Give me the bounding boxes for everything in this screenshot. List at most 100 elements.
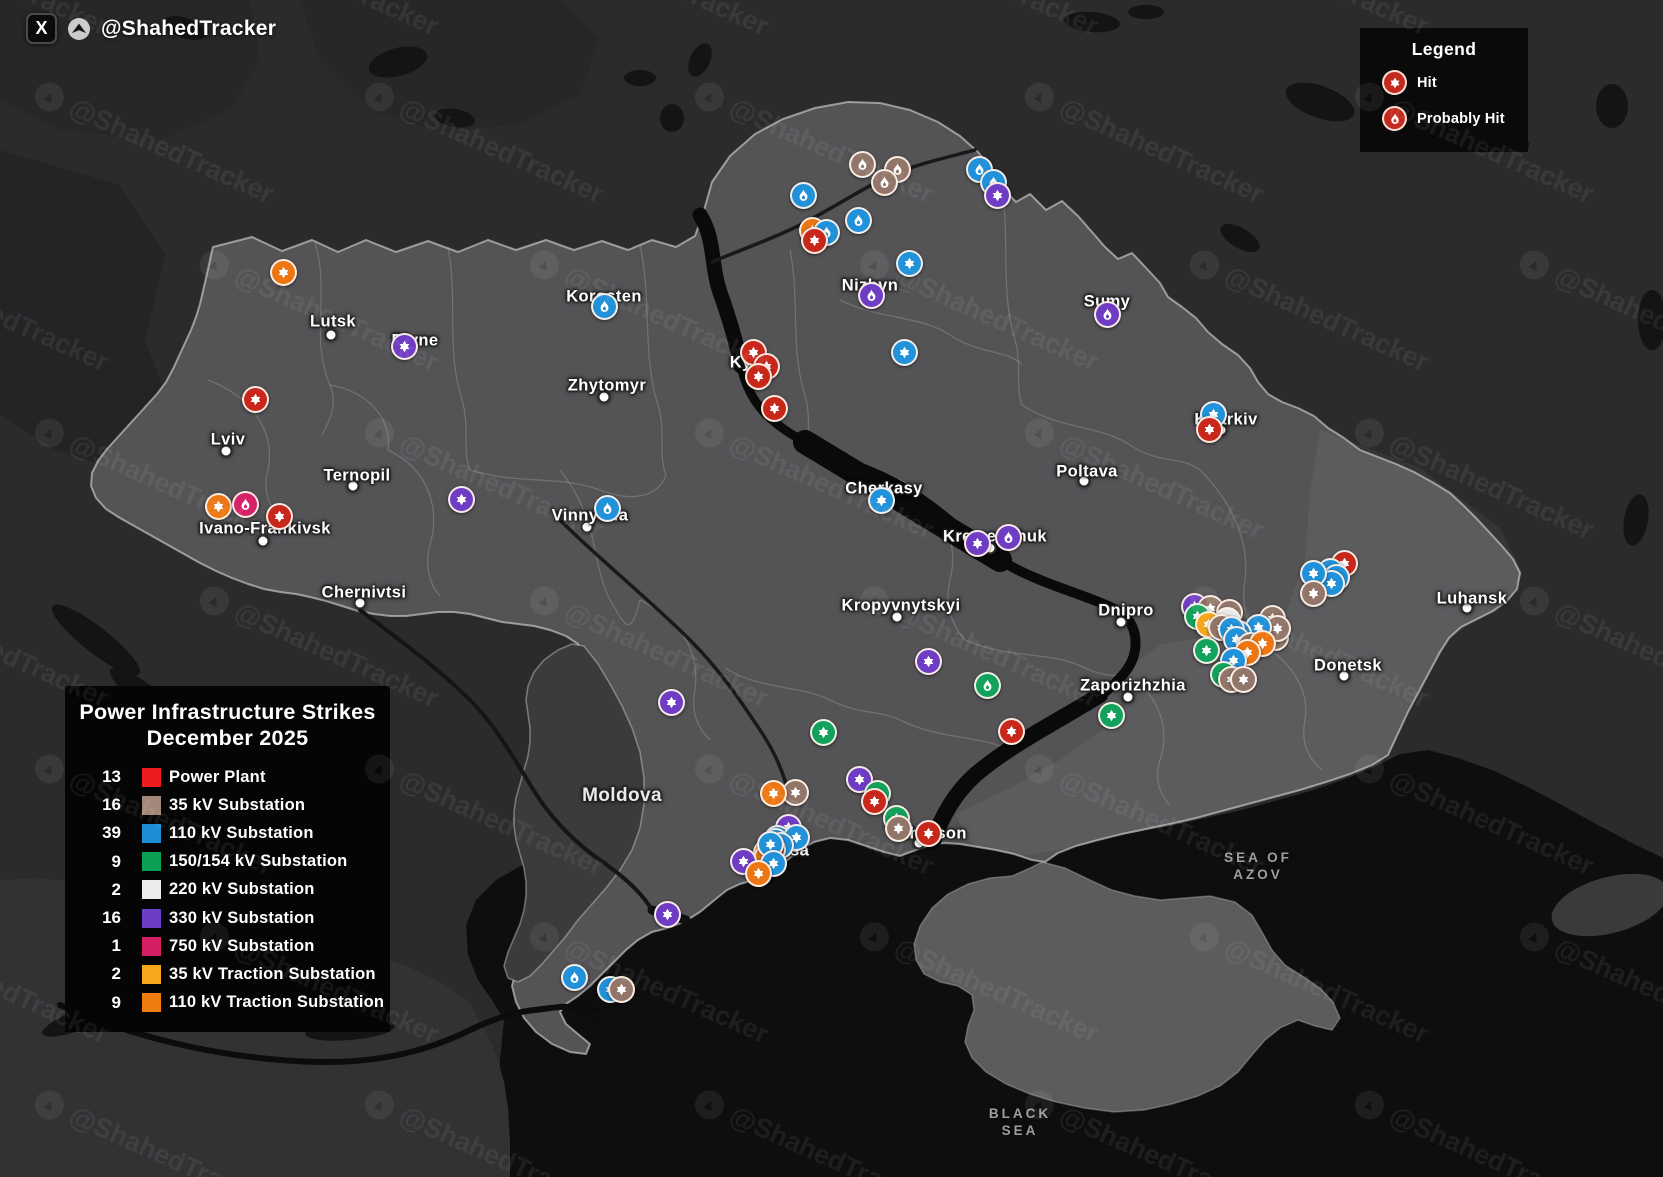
legend-item-hit: Hit [1382, 70, 1528, 95]
strike-marker-t110-hit [759, 779, 787, 807]
stats-count: 2 [111, 879, 121, 899]
stats-title: Power Infrastructure Strikes December 20… [65, 699, 390, 751]
strike-marker-s150-prob [973, 671, 1001, 699]
stats-row: 16 330 kV Substation [65, 904, 390, 932]
category-color-swatch [142, 767, 161, 787]
strike-marker-s110-prob [590, 292, 618, 320]
hit-star-icon [660, 907, 675, 922]
stats-count: 16 [102, 795, 121, 815]
taman-land [1551, 873, 1663, 937]
stats-count: 9 [111, 992, 121, 1012]
strike-marker-pp-hit [760, 394, 788, 422]
strike-marker-s110-hit [867, 486, 895, 514]
strike-marker-pp-hit [997, 717, 1025, 745]
strike-marker-s110-hit [895, 249, 923, 277]
hit-star-icon [990, 188, 1005, 203]
stats-count: 13 [102, 767, 121, 787]
hit-star-icon [272, 509, 287, 524]
hit-star-icon [454, 492, 469, 507]
strike-marker-pp-hit [1195, 415, 1223, 443]
ukraine-land [90, 101, 1521, 1055]
hit-star-icon [921, 654, 936, 669]
strike-marker-s35-prob [870, 168, 898, 196]
strike-marker-s330-hit [914, 647, 942, 675]
strike-marker-pp-hit [744, 362, 772, 390]
hit-star-icon [970, 536, 985, 551]
legend-item-label: Probably Hit [1417, 110, 1505, 127]
stats-count: 16 [102, 908, 121, 928]
strike-marker-s110-prob [593, 494, 621, 522]
strike-marker-pp-hit [241, 385, 269, 413]
stats-row: 13 Power Plant [65, 763, 390, 791]
crimea-land [913, 861, 1341, 1113]
stats-count: 9 [111, 851, 121, 871]
hit-star-icon [397, 339, 412, 354]
strike-marker-pp-hit [914, 819, 942, 847]
shahed-drone-logo-icon [67, 17, 91, 41]
probably-hit-flame-icon [1382, 106, 1407, 131]
probably-hit-flame-icon [597, 299, 612, 314]
stats-label: 220 kV Substation [169, 880, 315, 899]
strike-marker-s330-hit [657, 688, 685, 716]
stats-label: 35 kV Traction Substation [169, 964, 376, 983]
probably-hit-flame-icon [796, 188, 811, 203]
strike-marker-s330-hit [390, 332, 418, 360]
category-color-swatch [142, 880, 161, 900]
stats-row: 9 150/154 kV Substation [65, 848, 390, 876]
stats-row: 16 35 kV Substation [65, 791, 390, 819]
category-color-swatch [142, 936, 161, 956]
account-handle: @ShahedTracker [101, 16, 277, 40]
stats-label: 110 kV Traction Substation [169, 993, 385, 1012]
hit-star-icon [1004, 724, 1019, 739]
hit-star-icon [788, 785, 803, 800]
stats-label: 330 kV Substation [169, 908, 315, 927]
stats-label: 35 kV Substation [169, 795, 306, 814]
probably-hit-flame-icon [1100, 307, 1115, 322]
category-color-swatch [142, 823, 161, 843]
strike-marker-pp-hit [265, 502, 293, 530]
stats-title-line1: Power Infrastructure Strikes [79, 700, 376, 724]
hit-star-icon [211, 499, 226, 514]
probably-hit-flame-icon [877, 175, 892, 190]
strike-marker-s110-prob [844, 206, 872, 234]
strike-marker-s35-hit [607, 975, 635, 1003]
stats-row: 1 750 kV Substation [65, 932, 390, 960]
hit-star-icon [897, 345, 912, 360]
strike-marker-s110-prob [560, 963, 588, 991]
hit-star-icon [902, 256, 917, 271]
stats-count: 1 [111, 936, 121, 956]
probably-hit-flame-icon [855, 157, 870, 172]
stats-row: 2 35 kV Traction Substation [65, 960, 390, 988]
strike-marker-s330-prob [994, 523, 1022, 551]
probably-hit-flame-icon [238, 497, 253, 512]
strike-marker-pp-hit [800, 226, 828, 254]
hit-star-icon [767, 401, 782, 416]
legend-item-label: Hit [1417, 74, 1437, 91]
strike-marker-s330-hit [963, 529, 991, 557]
hit-star-icon [874, 493, 889, 508]
strike-marker-s150-hit [1192, 636, 1220, 664]
strike-marker-pp-hit [860, 787, 888, 815]
moldova-land [503, 643, 645, 983]
category-color-swatch [142, 795, 161, 815]
hit-star-icon [816, 725, 831, 740]
stats-panel: Power Infrastructure Strikes December 20… [65, 686, 390, 1032]
hit-star-icon [248, 392, 263, 407]
category-color-swatch [142, 908, 161, 928]
strike-marker-s35-hit [1299, 579, 1327, 607]
probably-hit-flame-icon [1001, 530, 1016, 545]
belarus-patch [300, 0, 600, 132]
hit-star-icon [1199, 643, 1214, 658]
strike-marker-s330-hit [983, 181, 1011, 209]
stats-row: 2 220 kV Substation [65, 876, 390, 904]
probably-hit-flame-icon [851, 213, 866, 228]
strike-marker-s35-hit [1229, 665, 1257, 693]
strike-marker-t110-hit [269, 258, 297, 286]
stats-title-line2: December 2025 [146, 726, 309, 750]
hit-star-icon [807, 233, 822, 248]
strike-marker-s35-prob [848, 150, 876, 178]
stats-label: 150/154 kV Substation [169, 852, 348, 871]
hit-star-icon [751, 369, 766, 384]
stats-label: 110 kV Substation [169, 823, 314, 842]
